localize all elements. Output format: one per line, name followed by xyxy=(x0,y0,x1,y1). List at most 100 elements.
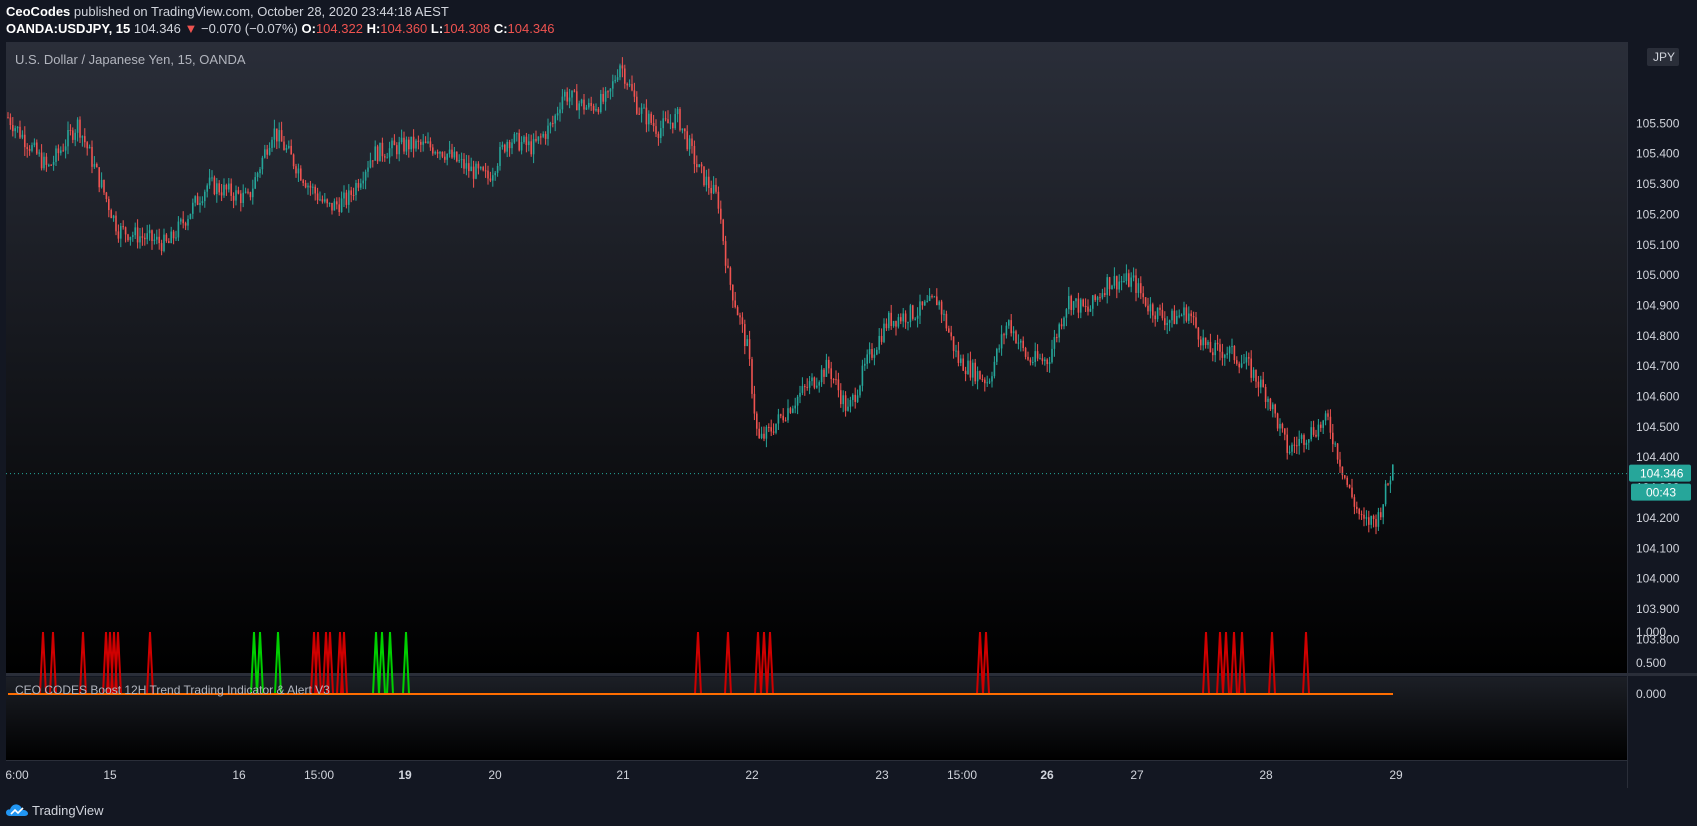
candle-body xyxy=(828,359,830,369)
candle-body xyxy=(218,183,220,193)
price-tick-label: 103.900 xyxy=(1636,602,1680,616)
candle-body xyxy=(818,382,820,386)
candle-body xyxy=(153,239,156,241)
candle-body xyxy=(228,183,230,190)
candle-body xyxy=(962,358,964,371)
candle-body xyxy=(160,243,163,251)
candle-body xyxy=(384,156,386,158)
chart-canvas[interactable]: 105.500 105.400 105.300 105.200 105.100 105.0… xyxy=(0,0,1697,796)
candle-body xyxy=(1269,398,1272,410)
candle-body xyxy=(780,414,782,416)
candle-body xyxy=(775,423,777,433)
candle-body xyxy=(693,145,696,165)
candle-body xyxy=(1387,483,1389,485)
candle-body xyxy=(1317,424,1320,437)
candle-body xyxy=(859,385,861,396)
candle-body xyxy=(415,140,417,149)
candle-body xyxy=(988,381,991,383)
signal-spike xyxy=(250,631,258,695)
candle-body xyxy=(960,358,962,363)
candle-body xyxy=(993,361,996,377)
candle-body xyxy=(1075,298,1077,302)
candle-body xyxy=(33,142,36,146)
candle-body xyxy=(81,136,84,138)
candle-body xyxy=(480,167,482,169)
price-tick-label: 104.200 xyxy=(1636,511,1680,525)
indicator-pane-bg xyxy=(6,677,1628,760)
candle-body xyxy=(1233,346,1236,361)
time-tick-label: 15 xyxy=(103,768,117,782)
candle-body xyxy=(753,393,756,414)
candle-body xyxy=(1171,310,1173,321)
candle-body xyxy=(60,150,62,154)
candle-body xyxy=(273,128,276,140)
candle-body xyxy=(1341,466,1344,476)
candle-body xyxy=(168,241,170,244)
candle-body xyxy=(1039,358,1041,360)
candle-body xyxy=(532,139,535,155)
candle-body xyxy=(297,168,300,174)
candle-body xyxy=(816,385,818,388)
tradingview-logo[interactable]: TradingView xyxy=(6,800,104,820)
candle-body xyxy=(729,267,732,285)
candle-body xyxy=(1322,420,1324,428)
candle-body xyxy=(232,195,235,201)
candle-body xyxy=(847,406,849,411)
candle-body xyxy=(931,295,933,297)
symbol-label: OANDA:USDJPY, 15 xyxy=(6,21,131,36)
candle-body xyxy=(475,163,477,179)
candle-body xyxy=(1310,427,1312,440)
candle-body xyxy=(888,312,890,329)
candle-body xyxy=(247,191,249,193)
candle-body xyxy=(494,172,496,176)
candle-body xyxy=(1135,275,1137,293)
candle-body xyxy=(88,146,91,149)
candle-body xyxy=(1315,434,1317,437)
candle-body xyxy=(314,186,316,194)
candle-body xyxy=(468,163,470,172)
price-tick-label: 104.900 xyxy=(1636,298,1680,312)
candle-body xyxy=(871,349,873,358)
candle-body xyxy=(28,148,31,151)
candle-body xyxy=(837,379,840,391)
candle-body xyxy=(1368,517,1370,525)
candle-body xyxy=(1010,320,1012,334)
candle-body xyxy=(249,192,252,198)
candle-body xyxy=(492,175,494,181)
candle-body xyxy=(242,192,244,204)
author-name[interactable]: CeoCodes xyxy=(6,4,71,19)
candle-body xyxy=(1279,423,1281,429)
main-pane-bg xyxy=(6,42,1628,674)
candle-body xyxy=(374,146,376,161)
candle-body xyxy=(1195,317,1197,328)
candle-body xyxy=(328,202,331,204)
candle-body xyxy=(48,164,50,166)
candle-body xyxy=(115,215,117,232)
candle-body xyxy=(400,137,403,143)
time-tick-label: 20 xyxy=(488,768,502,782)
candle-body xyxy=(751,359,753,394)
candle-body xyxy=(501,144,504,148)
candle-body xyxy=(1008,320,1010,326)
candle-body xyxy=(362,180,364,184)
candle-body xyxy=(403,137,405,152)
candle-body xyxy=(540,136,542,138)
time-axis[interactable]: 6:00 15 16 15:00 19 20 21 22 23 15:00 26 27 28 29 xyxy=(5,768,1403,782)
candle-body xyxy=(79,119,81,138)
signal-spike xyxy=(274,631,282,695)
candle-body xyxy=(57,148,60,154)
candle-body xyxy=(777,414,780,424)
candle-body xyxy=(717,191,720,209)
last-price: 104.346 xyxy=(133,21,181,36)
candle-body xyxy=(1108,277,1111,290)
candle-body xyxy=(607,91,609,93)
candle-body xyxy=(1339,459,1341,467)
change-value: −0.070 (−0.07%) xyxy=(201,21,298,36)
candle-body xyxy=(1099,297,1101,299)
candle-body xyxy=(484,170,487,172)
candle-body xyxy=(835,379,837,381)
candle-body xyxy=(496,165,499,173)
candle-body xyxy=(520,142,523,151)
candle-body xyxy=(1250,358,1252,378)
candle-body xyxy=(220,192,223,196)
